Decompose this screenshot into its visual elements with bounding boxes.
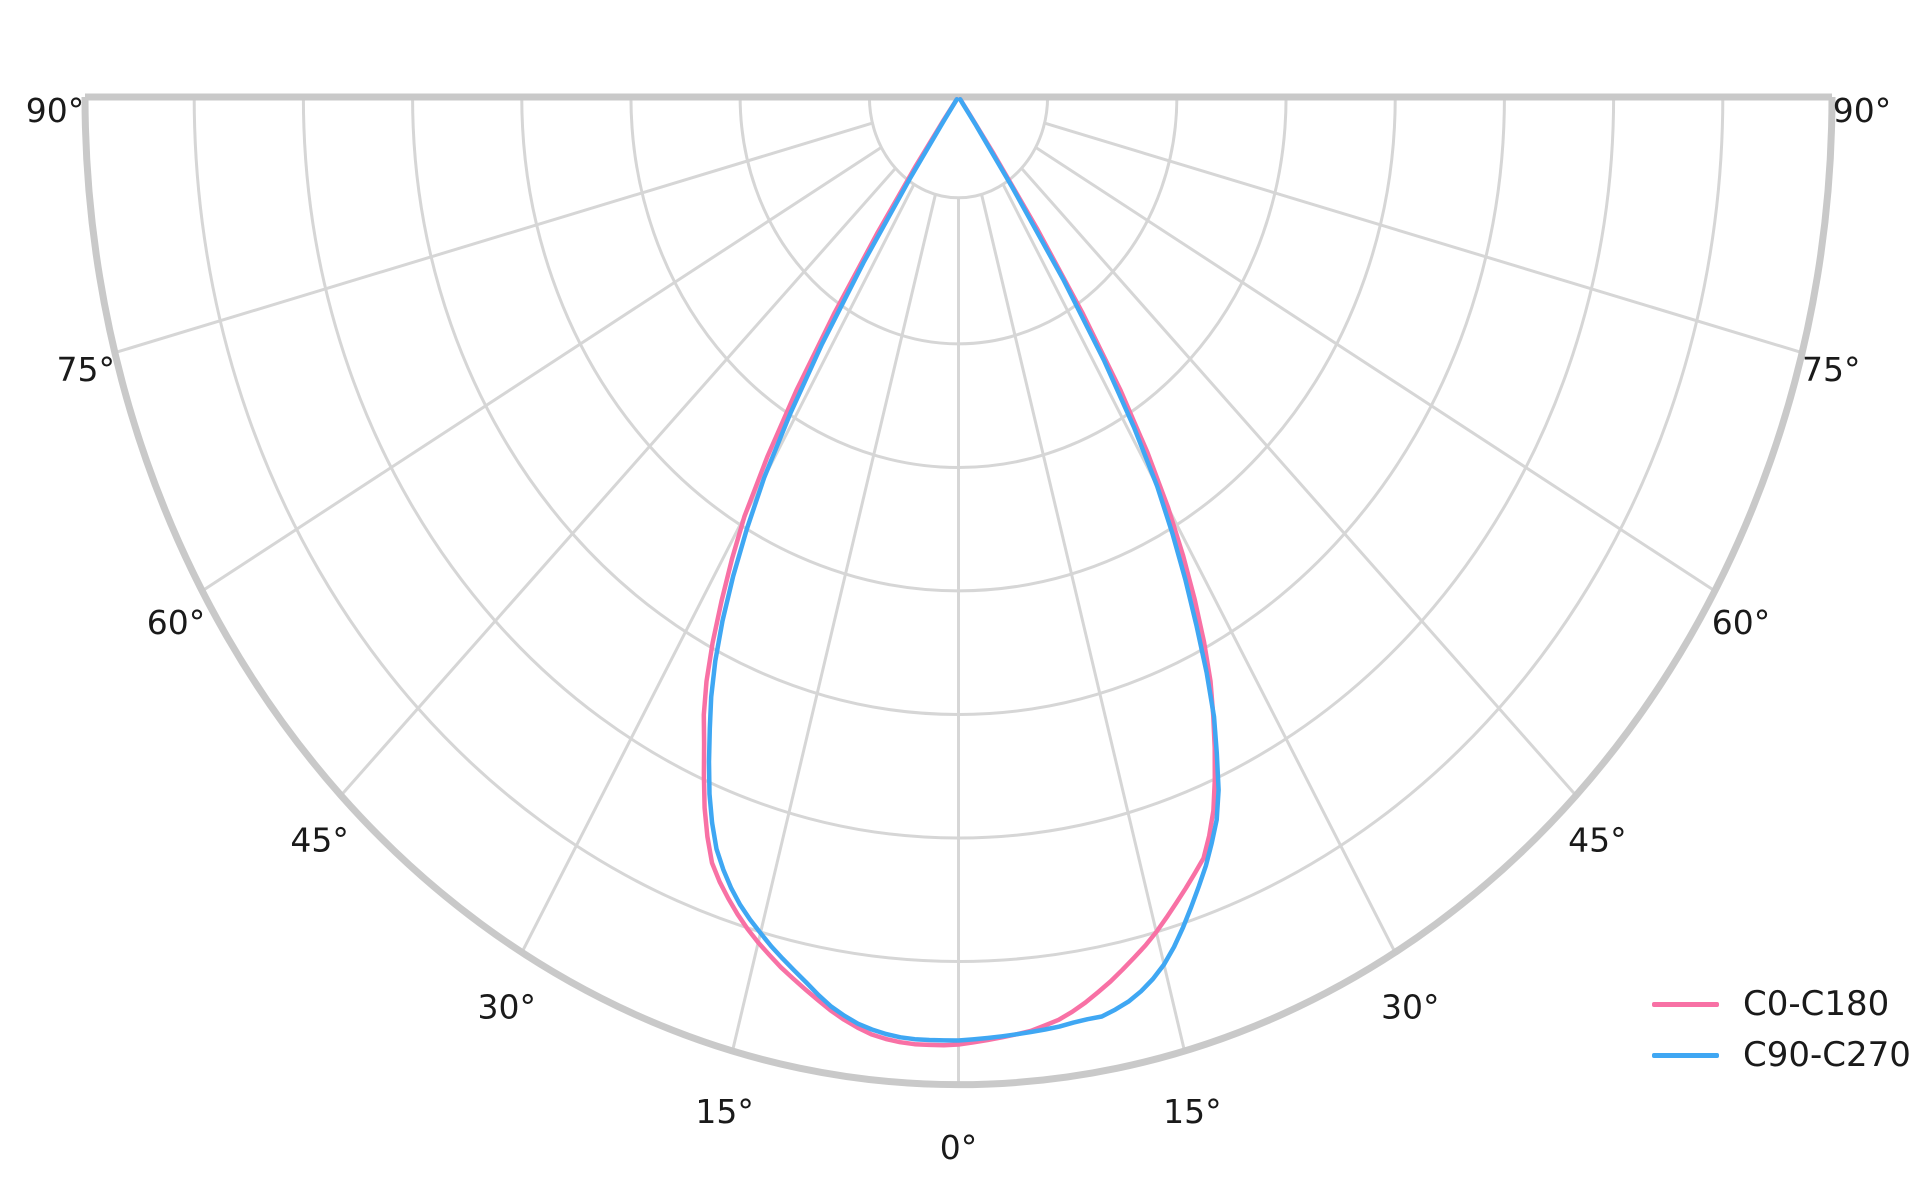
theta-gridline-15 bbox=[980, 193, 1187, 1052]
ring-gridline-0.5 bbox=[520, 96, 1397, 593]
angle-tick-label-right-15: 15° bbox=[1163, 1092, 1222, 1131]
legend-label-c90-c270: C90-C270 bbox=[1743, 1035, 1911, 1075]
angle-tick-label-right-45: 45° bbox=[1568, 820, 1627, 859]
outer-boundary-arc bbox=[81, 96, 1836, 1089]
theta-gridline-75 bbox=[1044, 121, 1803, 355]
theta-gridline-60 bbox=[1034, 146, 1716, 593]
legend-item-c90-c270: C90-C270 bbox=[1652, 1035, 1911, 1075]
ring-gridline-0.102 bbox=[867, 96, 1050, 200]
angle-tick-label-left-45: 45° bbox=[290, 820, 349, 859]
ring-gridline-0.75 bbox=[301, 96, 1616, 840]
ring-gridline-0.625 bbox=[411, 96, 1506, 717]
angle-tick-label-left-30: 30° bbox=[478, 987, 537, 1026]
angle-tick-label-left-90: 90° bbox=[26, 91, 85, 130]
theta-gridline--15 bbox=[730, 193, 937, 1052]
legend-label-c0-c180: C0-C180 bbox=[1743, 984, 1890, 1024]
legend-item-c0-c180: C0-C180 bbox=[1652, 984, 1911, 1024]
legend: C0-C180 C90-C270 bbox=[1652, 984, 1911, 1075]
ring-gridline-0.25 bbox=[738, 96, 1179, 346]
legend-line-c90-c270-icon bbox=[1652, 1052, 1719, 1058]
angle-tick-label-left-15: 15° bbox=[695, 1092, 754, 1131]
angle-tick-label-right-75: 75° bbox=[1802, 350, 1861, 389]
angle-tick-label-right-90: 90° bbox=[1833, 91, 1892, 130]
legend-line-c0-c180-icon bbox=[1652, 1001, 1719, 1007]
theta-gridline--75 bbox=[114, 121, 873, 355]
theta-gridline-45 bbox=[1020, 167, 1578, 797]
angle-tick-label-0: 0° bbox=[940, 1128, 978, 1167]
theta-gridline--60 bbox=[201, 146, 883, 593]
angle-tick-label-right-60: 60° bbox=[1712, 603, 1771, 642]
angle-tick-label-left-75: 75° bbox=[57, 350, 116, 389]
angle-tick-label-right-30: 30° bbox=[1381, 987, 1440, 1026]
theta-gridline-30 bbox=[1001, 183, 1397, 954]
theta-gridline--30 bbox=[520, 183, 916, 954]
theta-gridline--45 bbox=[339, 167, 897, 797]
angle-tick-label-left-60: 60° bbox=[147, 603, 206, 642]
curve-c90-c270 bbox=[706, 97, 1221, 1043]
